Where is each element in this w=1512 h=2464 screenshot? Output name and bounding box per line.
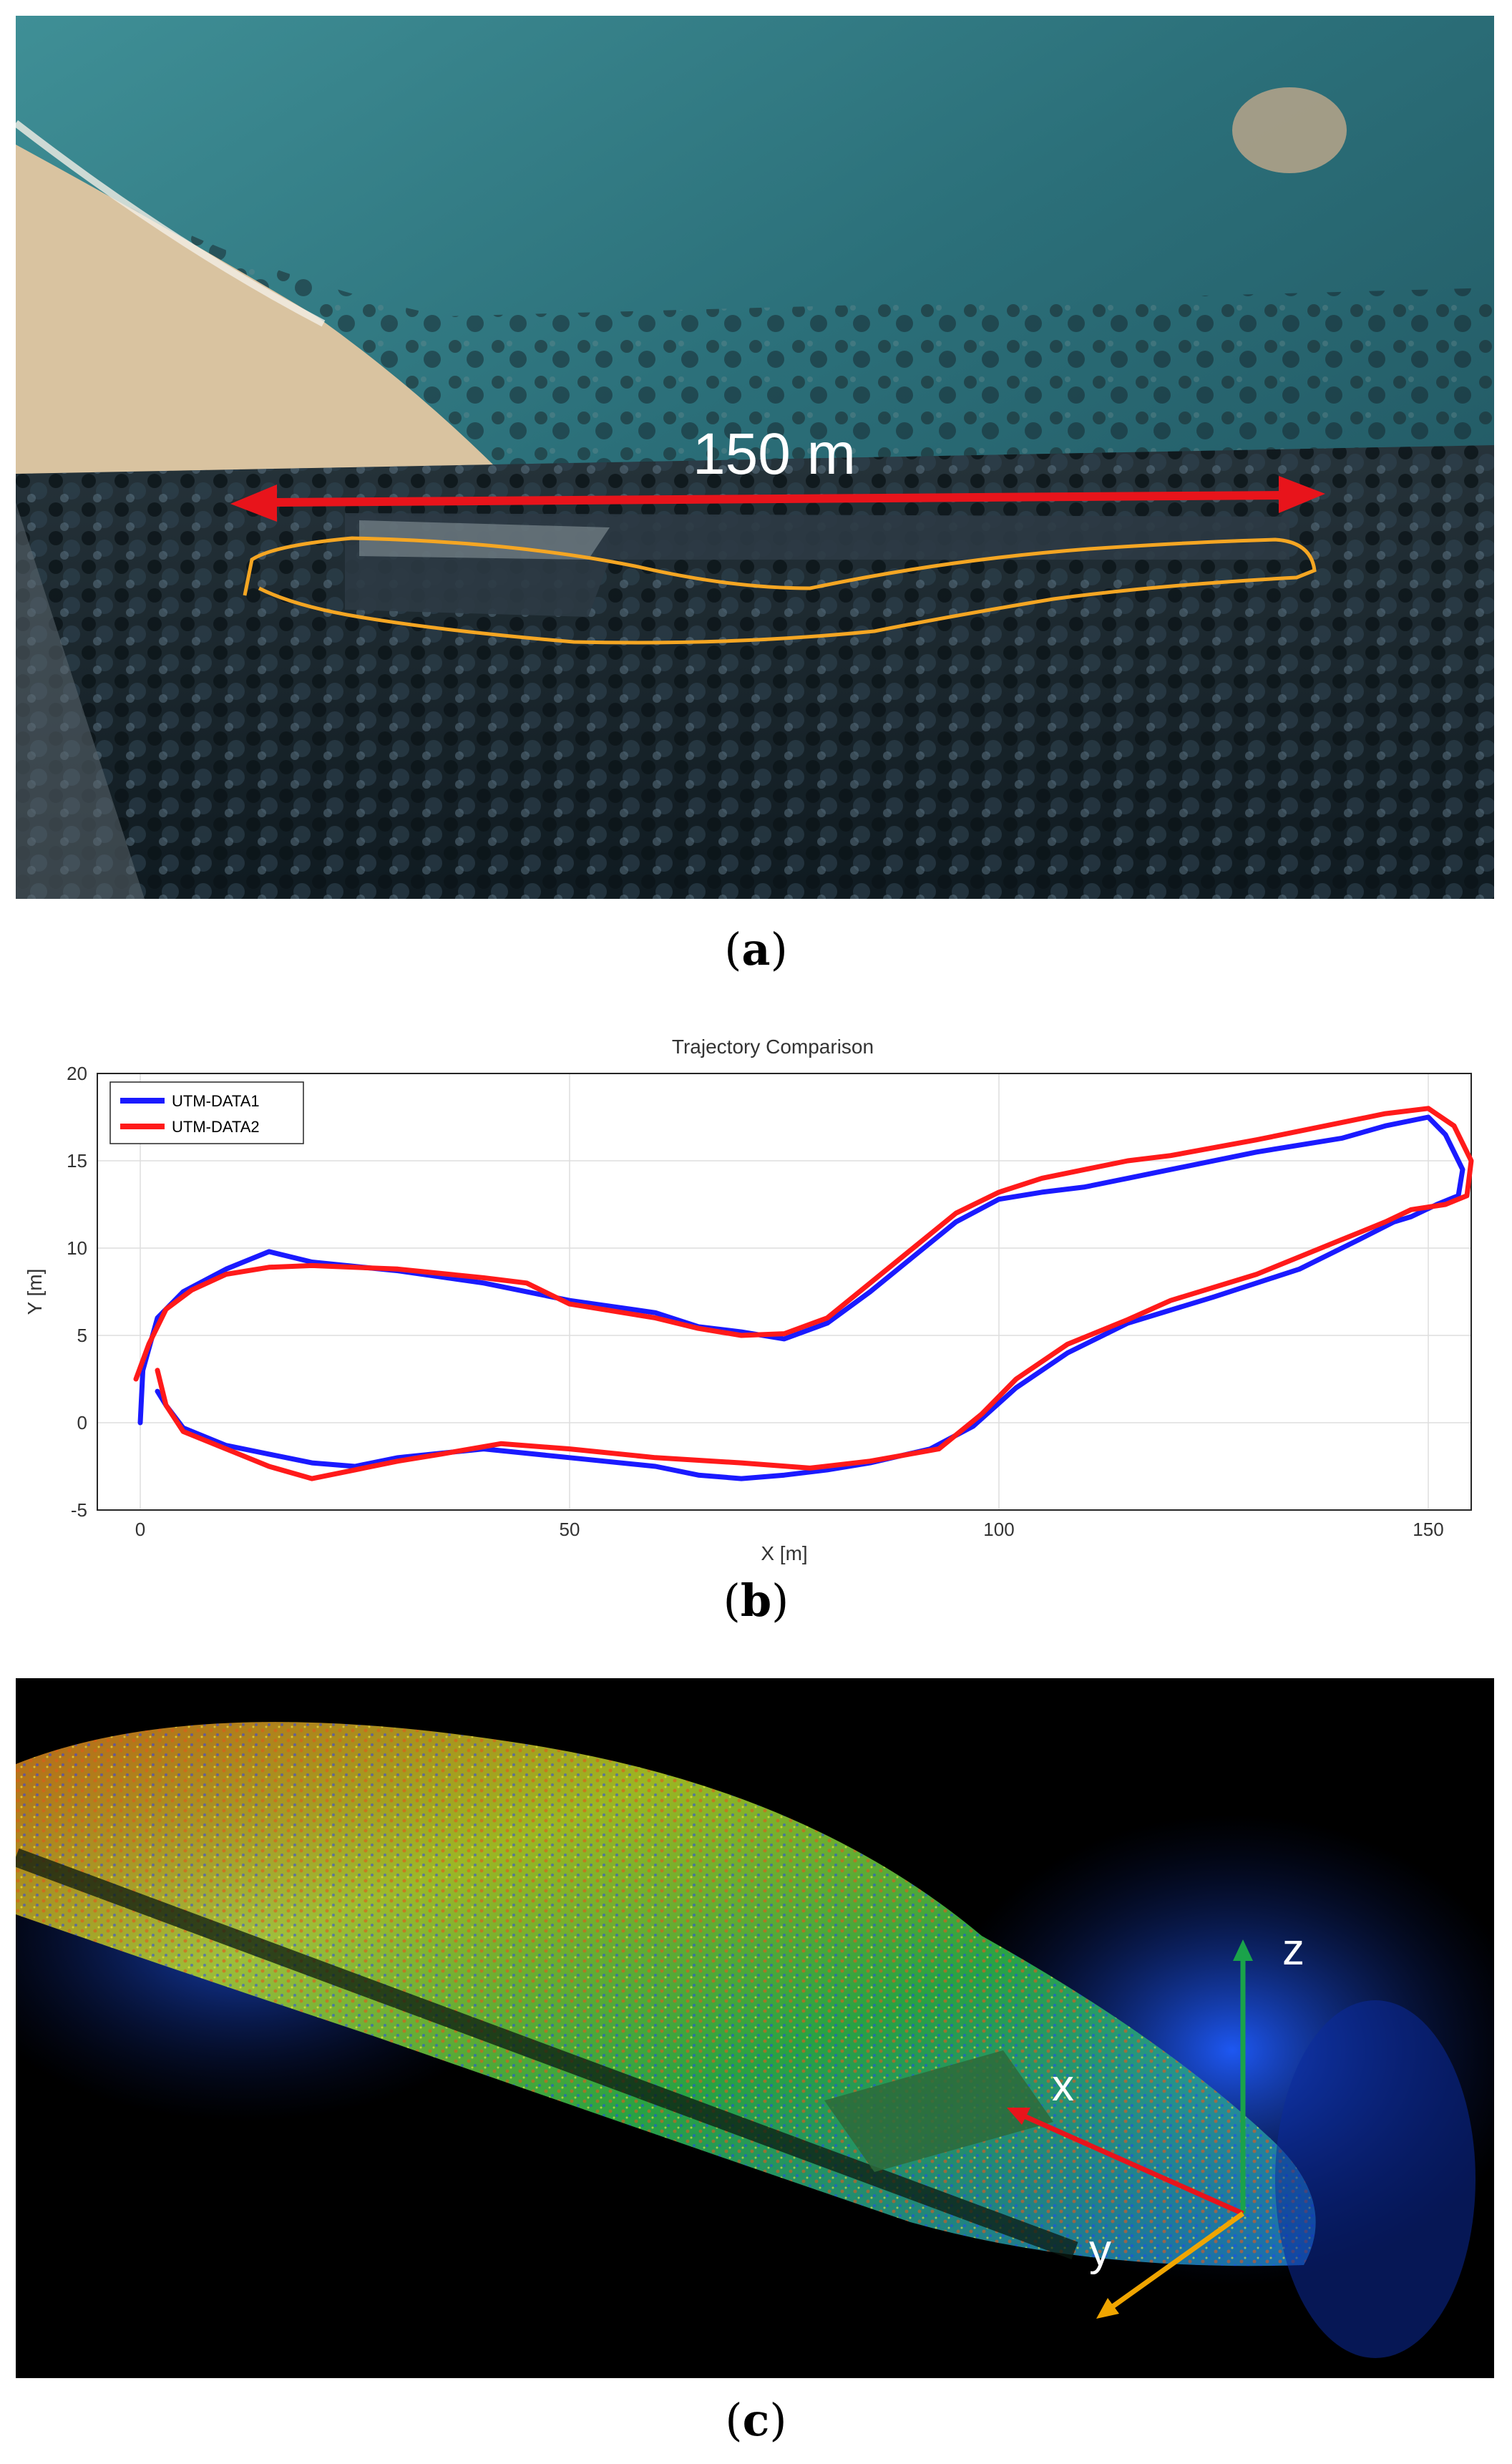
legend-label-2: UTM-DATA2 [172, 1118, 260, 1136]
tick-labels: 0 50 100 150 -5 0 5 10 15 20 [67, 1063, 1444, 1540]
chart-title: Trajectory Comparison [672, 1036, 874, 1058]
legend: UTM-DATA1 UTM-DATA2 [109, 1081, 304, 1144]
x-tick-label: 50 [560, 1519, 580, 1540]
y-axis-label: Y [m] [24, 1269, 46, 1315]
coordinate-axes: z x y [1007, 1925, 1304, 2319]
y-tick-label: 15 [67, 1150, 87, 1172]
legend-box [109, 1081, 304, 1144]
caption-a: (a) [724, 923, 788, 975]
x-axis-arrowhead [1007, 2108, 1030, 2125]
x-tick-label: 0 [135, 1519, 145, 1540]
x-axis-arrow [1020, 2112, 1244, 2216]
point-cloud-panel: z x y [16, 1678, 1494, 2378]
y-axis-arrow [1108, 2211, 1245, 2310]
x-tick-label: 100 [983, 1519, 1014, 1540]
y-tick-label: 5 [77, 1325, 87, 1346]
plot-area-frame [97, 1073, 1472, 1511]
scale-arrow [230, 476, 1325, 522]
y-tick-label: 20 [67, 1063, 87, 1084]
series-line-2 [133, 1106, 1474, 1481]
y-tick-label: -5 [71, 1499, 87, 1521]
series-line-1 [137, 1114, 1465, 1481]
x-tick-label: 150 [1413, 1519, 1443, 1540]
route-outline [243, 536, 1317, 645]
scale-label: 150 m [693, 422, 856, 487]
caption-b: (b) [723, 1574, 789, 1627]
legend-label-1: UTM-DATA1 [172, 1092, 260, 1110]
x-axis-label-3d: x [1052, 2061, 1074, 2110]
y-tick-label: 10 [67, 1237, 87, 1259]
y-tick-label: 0 [77, 1412, 87, 1433]
satellite-image-panel: 150 m [16, 16, 1494, 899]
y-axis-arrowhead [1096, 2298, 1119, 2319]
trajectory-chart: Trajectory Comparison 0 50 100 150 -5 0 5 10 15 2… [24, 1036, 1474, 1564]
x-axis-label: X [m] [761, 1542, 807, 1564]
series-layer [133, 1106, 1474, 1481]
z-axis-arrowhead [1233, 1939, 1253, 1961]
y-axis-label-3d: y [1089, 2226, 1111, 2275]
z-axis-label: z [1282, 1925, 1304, 1974]
caption-c: (c) [725, 2394, 787, 2446]
